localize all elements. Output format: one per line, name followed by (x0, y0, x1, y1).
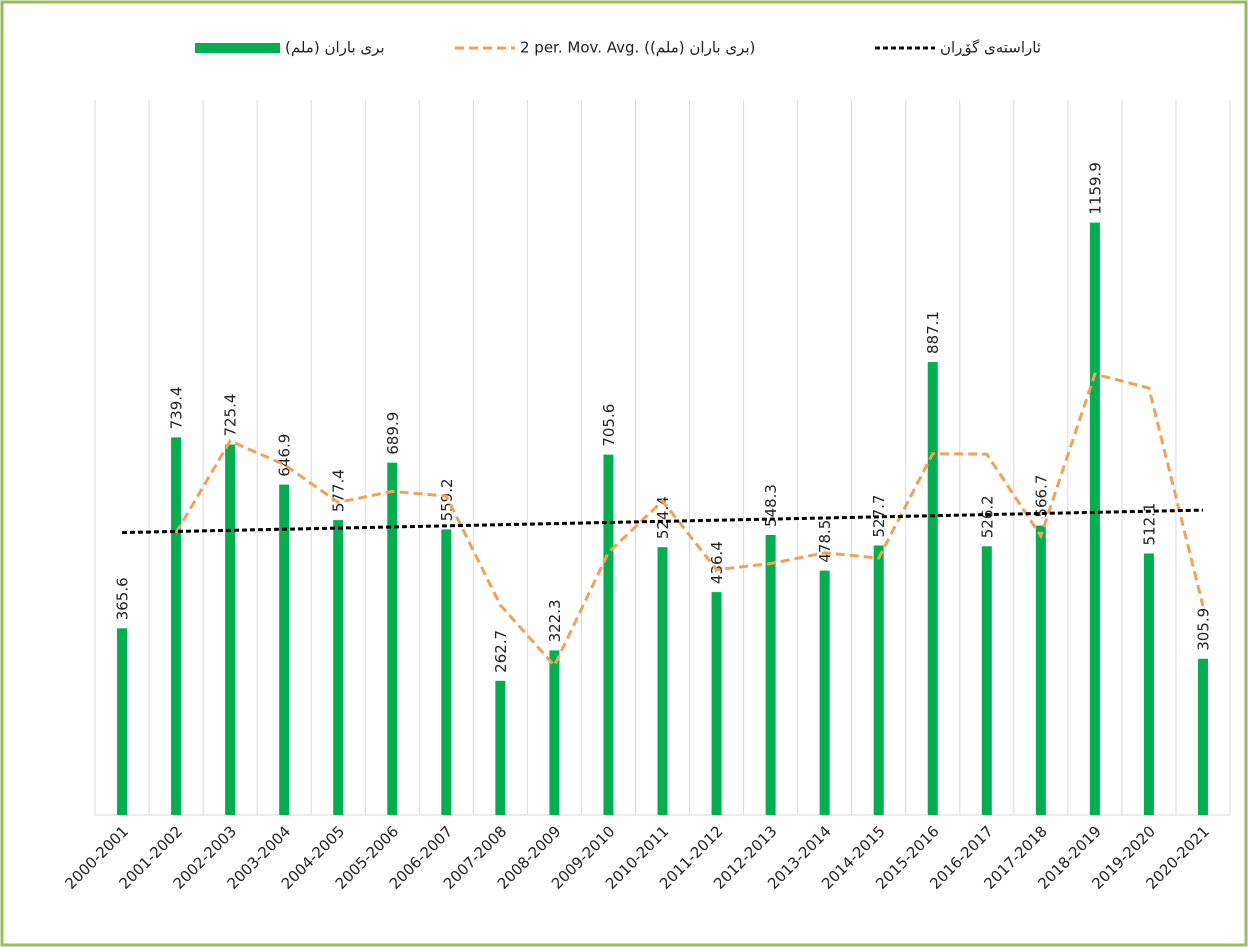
bar (441, 529, 452, 815)
bar (171, 437, 182, 815)
bar (333, 520, 344, 815)
legend-swatch (195, 43, 280, 53)
data-label: 526.2 (978, 495, 996, 538)
legend-label: بری باران (ملم) (285, 39, 385, 57)
bar (549, 650, 560, 815)
bar (1089, 222, 1100, 815)
bar (117, 628, 128, 815)
bar (1035, 525, 1046, 815)
data-label: 512.1 (1140, 503, 1158, 546)
data-label: 262.7 (492, 630, 510, 673)
bar (873, 545, 884, 815)
data-label: 577.4 (330, 469, 348, 512)
bar (603, 454, 614, 815)
line (174, 372, 1205, 669)
bar (1143, 553, 1154, 815)
data-label: 478.5 (816, 520, 834, 563)
data-label: 566.7 (1032, 475, 1050, 518)
bar (819, 570, 830, 815)
data-label: 739.4 (168, 386, 186, 429)
data-label: 305.9 (1194, 608, 1212, 651)
bar (225, 444, 236, 815)
bar (387, 462, 398, 815)
legend: بری باران (ملم) 2 per. Mov. Avg. (بری بار… (195, 39, 1041, 57)
legend-label: 2 per. Mov. Avg. (بری باران (ملم)) (520, 39, 755, 57)
data-label: 524.4 (654, 496, 672, 539)
data-label: 365.6 (114, 577, 132, 620)
bar (657, 547, 668, 815)
data-label: 725.4 (222, 394, 240, 437)
line (121, 508, 1204, 535)
data-label: 436.4 (708, 541, 726, 584)
bar (927, 361, 938, 815)
bar (495, 680, 506, 815)
bar (981, 546, 992, 815)
data-label: 322.3 (546, 599, 564, 642)
data-label: 887.1 (924, 311, 942, 354)
data-label: 689.9 (384, 412, 402, 455)
data-label: 705.6 (600, 404, 618, 447)
bar (765, 534, 776, 815)
bar (279, 484, 290, 815)
data-label: 548.3 (762, 484, 780, 527)
data-label: 1159.9 (1086, 162, 1104, 215)
bar (711, 592, 722, 815)
legend-label: ئاراستەی گۆڕان (940, 39, 1041, 57)
data-label: 527.7 (870, 495, 888, 538)
data-label: 646.9 (276, 434, 294, 477)
bar (1197, 658, 1208, 815)
